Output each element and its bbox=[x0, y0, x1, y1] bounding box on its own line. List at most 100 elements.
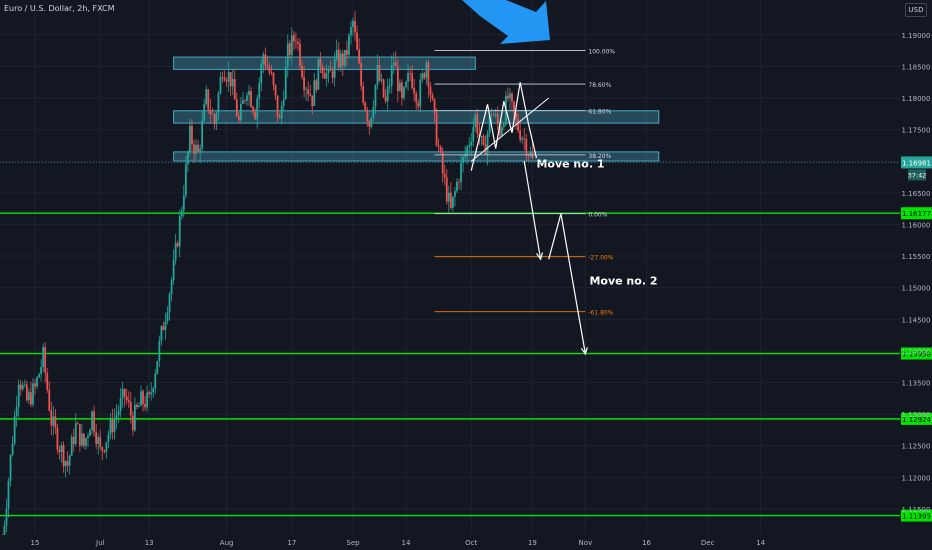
candle-body-117 bbox=[239, 103, 242, 121]
y-tick-9: 1.14500 bbox=[902, 316, 931, 324]
candle-body-203 bbox=[415, 93, 418, 103]
resistance-zones bbox=[173, 56, 660, 162]
candle-body-259 bbox=[529, 152, 532, 156]
candle-body-22 bbox=[46, 373, 49, 390]
annotations: Move no. 1 Move no. 2 bbox=[536, 158, 657, 288]
projection-arrows[interactable] bbox=[523, 161, 588, 356]
y-tick-6: 1.16000 bbox=[902, 221, 931, 229]
candle-body-52 bbox=[107, 434, 110, 443]
candle-body-57 bbox=[117, 411, 120, 416]
candle-body-25 bbox=[52, 416, 55, 426]
candle-body-63 bbox=[129, 402, 132, 416]
symbol-title: Euro / U.S. Dollar, 2h, FXCM bbox=[4, 4, 115, 13]
candle-body-94 bbox=[193, 144, 195, 154]
price-axis[interactable]: 1.16177 1.13958 1.12924 1.11395 1.19000 1.185… bbox=[0, 32, 932, 522]
x-tick-0: 15 bbox=[31, 539, 40, 547]
candle-body-195 bbox=[398, 82, 401, 92]
annotation-1: Move no. 2 bbox=[589, 274, 657, 287]
candle-body-207 bbox=[423, 73, 426, 78]
pattern-drawing[interactable] bbox=[470, 82, 550, 171]
candle-body-194 bbox=[396, 66, 399, 92]
candle-body-14 bbox=[30, 392, 32, 405]
candle-body-257 bbox=[525, 138, 528, 156]
candle-body-46 bbox=[95, 432, 98, 444]
candle-body-163 bbox=[333, 59, 336, 78]
candle-body-231 bbox=[472, 126, 475, 142]
candle-body-76 bbox=[156, 360, 159, 374]
candle-body-235 bbox=[480, 135, 483, 137]
candle-body-34 bbox=[70, 436, 73, 456]
candle-body-66 bbox=[136, 404, 138, 408]
candle-body-211 bbox=[431, 94, 434, 100]
candle-body-32 bbox=[66, 461, 69, 466]
zone-2[interactable] bbox=[173, 151, 660, 162]
candle-body-88 bbox=[180, 210, 183, 217]
projection-segment-1[interactable] bbox=[548, 213, 562, 260]
candle-body-35 bbox=[72, 436, 75, 444]
candle-body-199 bbox=[407, 72, 409, 82]
candle-body-205 bbox=[419, 79, 422, 107]
candle-body-244 bbox=[498, 123, 501, 136]
currency-button[interactable]: USD bbox=[905, 3, 927, 17]
x-tick-4: 17 bbox=[287, 539, 296, 547]
fibonacci-retracement[interactable]: 100.00% 78.60% 61.80% 38.20% 0.00% -27.00% -61… bbox=[434, 49, 616, 317]
candle-body-98 bbox=[201, 120, 204, 149]
support-lines bbox=[0, 212, 900, 517]
candle-body-159 bbox=[325, 72, 328, 79]
candle-body-102 bbox=[209, 109, 212, 115]
candle-body-132 bbox=[270, 72, 273, 74]
candle-body-9 bbox=[19, 384, 22, 390]
candle-body-243 bbox=[496, 114, 499, 124]
candle-body-12 bbox=[25, 384, 28, 401]
candle-body-161 bbox=[329, 69, 332, 71]
candle-body-134 bbox=[274, 85, 277, 96]
candle-body-53 bbox=[109, 419, 112, 435]
candle-body-3 bbox=[7, 480, 10, 509]
projection-segment-0[interactable] bbox=[523, 161, 542, 260]
zone-0[interactable] bbox=[173, 56, 476, 70]
zone-1[interactable] bbox=[173, 110, 660, 124]
candle-body-230 bbox=[470, 141, 473, 146]
candle-body-72 bbox=[148, 392, 151, 395]
candles bbox=[1, 11, 534, 547]
candle-body-65 bbox=[133, 404, 136, 431]
candle-body-196 bbox=[401, 82, 403, 98]
candle-body-143 bbox=[292, 35, 295, 42]
candle-body-21 bbox=[44, 347, 47, 374]
candle-body-166 bbox=[339, 53, 342, 68]
candle-body-208 bbox=[425, 62, 428, 78]
candle-body-213 bbox=[435, 112, 438, 146]
support-price-box-1 bbox=[901, 347, 932, 360]
projection-segment-2[interactable] bbox=[560, 213, 586, 355]
candle-body-93 bbox=[191, 125, 193, 145]
candle-body-155 bbox=[317, 58, 320, 90]
candle-body-104 bbox=[213, 114, 216, 125]
x-tick-8: 19 bbox=[528, 539, 537, 547]
candle-body-89 bbox=[182, 195, 185, 211]
support-price-label-0: 1.16177 bbox=[902, 210, 931, 218]
neckline[interactable] bbox=[470, 97, 550, 162]
candle-body-81 bbox=[166, 312, 169, 322]
y-tick-7: 1.15500 bbox=[902, 253, 931, 261]
candle-body-162 bbox=[331, 70, 334, 78]
candle-body-160 bbox=[327, 69, 330, 73]
double-top-pattern[interactable] bbox=[470, 82, 538, 171]
fib-label-3: 38.20% bbox=[588, 153, 611, 160]
candle-body-154 bbox=[315, 80, 318, 90]
candle-body-136 bbox=[278, 116, 281, 119]
candle-body-40 bbox=[83, 433, 85, 446]
time-axis[interactable]: 15 Jul 13 Aug 17 Sep 14 Oct 19 Nov 16 Dec 14 bbox=[0, 535, 900, 550]
candle-body-109 bbox=[223, 77, 226, 81]
candle-body-5 bbox=[11, 443, 14, 455]
x-tick-11: Dec bbox=[701, 539, 715, 547]
candle-body-222 bbox=[454, 191, 456, 197]
candle-body-137 bbox=[280, 105, 283, 119]
candle-body-115 bbox=[235, 99, 238, 117]
candle-body-42 bbox=[87, 435, 89, 439]
candle-body-156 bbox=[319, 58, 322, 67]
candle-body-228 bbox=[466, 147, 469, 155]
candle-body-180 bbox=[368, 121, 371, 127]
candle-body-36 bbox=[74, 423, 77, 444]
candle-body-129 bbox=[264, 54, 267, 66]
